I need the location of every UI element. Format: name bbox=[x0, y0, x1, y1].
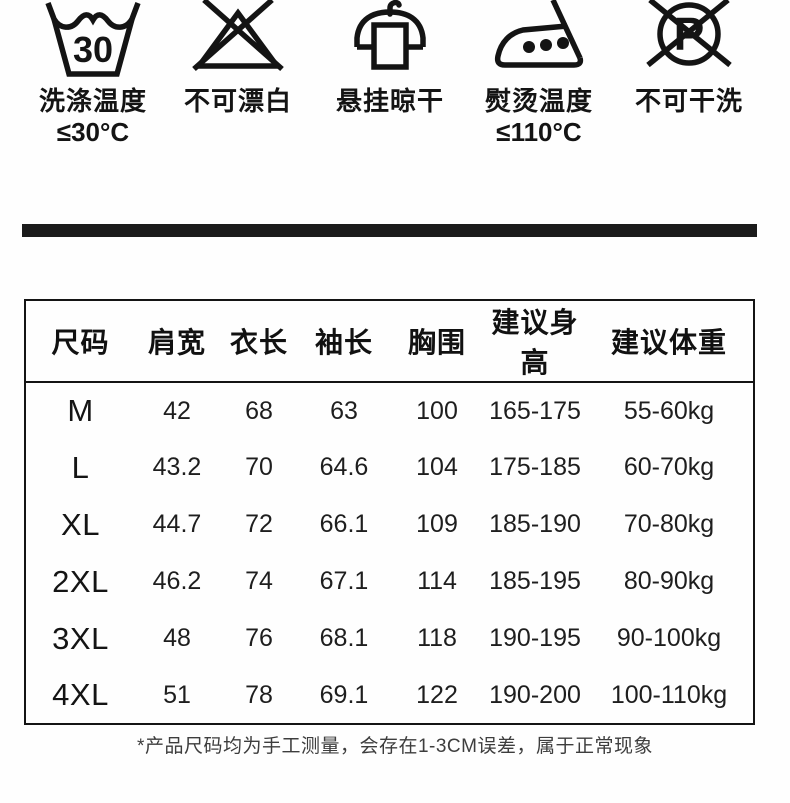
cell-size: XL bbox=[61, 506, 100, 542]
cell-weight: 90-100kg bbox=[616, 624, 722, 652]
care-sublabel-wash: ≤30°C bbox=[56, 117, 130, 147]
cell-shoulder: 46.2 bbox=[152, 567, 202, 595]
size-table: 尺码 肩宽 衣长 袖长 胸围 建议身高 建议体重 M 42 68 63 100 … bbox=[24, 299, 755, 725]
header-sleeve: 袖长 bbox=[299, 300, 389, 383]
table-row: 3XL 48 76 68.1 118 190-195 90-100kg bbox=[25, 610, 754, 667]
no-bleach-icon bbox=[158, 0, 318, 82]
cell-sleeve: 68.1 bbox=[319, 624, 369, 652]
cell-height: 185-190 bbox=[489, 510, 581, 538]
header-length: 衣长 bbox=[219, 300, 299, 383]
cell-shoulder: 42 bbox=[163, 396, 191, 425]
cell-chest: 114 bbox=[417, 567, 457, 595]
cell-size: 3XL bbox=[52, 620, 109, 656]
cell-shoulder: 51 bbox=[163, 680, 191, 709]
cell-weight: 80-90kg bbox=[623, 567, 715, 595]
cell-shoulder: 48 bbox=[163, 624, 191, 652]
cell-weight: 55-60kg bbox=[623, 396, 715, 425]
measurement-disclaimer: *产品尺码均为手工测量，会存在1-3CM误差，属于正常现象 bbox=[137, 736, 653, 757]
cell-length: 76 bbox=[245, 624, 273, 652]
wash-basin-icon: 30 bbox=[13, 0, 173, 82]
cell-height: 175-185 bbox=[489, 453, 581, 481]
care-label-no-bleach: 不可漂白 bbox=[183, 86, 292, 116]
cell-length: 70 bbox=[245, 453, 273, 481]
care-symbols-row: 30 洗涤温度 ≤30°C 不可漂白 悬挂晾干 bbox=[0, 0, 790, 160]
cell-sleeve: 64.6 bbox=[319, 453, 369, 481]
cell-chest: 100 bbox=[416, 396, 458, 425]
table-row: M 42 68 63 100 165-175 55-60kg bbox=[25, 382, 754, 439]
care-item-hang-dry: 悬挂晾干 bbox=[310, 0, 470, 116]
cell-chest: 104 bbox=[416, 453, 458, 481]
wash-temp-number: 30 bbox=[73, 29, 113, 70]
size-chart: 尺码 肩宽 衣长 袖长 胸围 建议身高 建议体重 M 42 68 63 100 … bbox=[24, 299, 755, 725]
cell-sleeve: 67.1 bbox=[319, 567, 369, 595]
header-chest: 胸围 bbox=[389, 300, 485, 383]
care-label-wash: 洗涤温度 bbox=[38, 86, 147, 116]
table-row: 2XL 46.2 74 67.1 114 185-195 80-90kg bbox=[25, 553, 754, 610]
cell-size: 2XL bbox=[52, 563, 109, 599]
cell-shoulder: 44.7 bbox=[152, 510, 202, 538]
care-label-iron: 熨烫温度 bbox=[484, 86, 593, 116]
hang-dry-icon bbox=[310, 0, 470, 82]
care-sublabel-iron: ≤110°C bbox=[496, 117, 582, 147]
cell-chest: 109 bbox=[416, 510, 458, 538]
care-item-no-dry-clean: P 不可干洗 bbox=[609, 0, 769, 116]
iron-temp-icon bbox=[459, 0, 619, 82]
size-table-header-row: 尺码 肩宽 衣长 袖长 胸围 建议身高 建议体重 bbox=[25, 300, 754, 383]
no-dry-clean-icon: P bbox=[609, 0, 769, 82]
cell-shoulder: 43.2 bbox=[152, 453, 202, 481]
care-item-wash-temperature: 30 洗涤温度 ≤30°C bbox=[13, 0, 173, 148]
cell-height: 190-195 bbox=[489, 624, 581, 652]
cell-sleeve: 63 bbox=[330, 396, 358, 425]
cell-height: 185-195 bbox=[489, 567, 581, 595]
cell-size: M bbox=[67, 393, 94, 428]
header-weight: 建议体重 bbox=[585, 300, 754, 383]
cell-height: 165-175 bbox=[489, 396, 581, 425]
header-height: 建议身高 bbox=[485, 300, 585, 383]
cell-chest: 118 bbox=[417, 624, 457, 652]
cell-height: 190-200 bbox=[489, 680, 581, 709]
cell-length: 68 bbox=[245, 396, 273, 425]
cell-sleeve: 69.1 bbox=[319, 680, 369, 709]
cell-weight: 100-110kg bbox=[610, 680, 728, 709]
header-shoulder: 肩宽 bbox=[135, 300, 219, 383]
cell-weight: 70-80kg bbox=[623, 510, 715, 538]
cell-size: 4XL bbox=[52, 677, 109, 712]
cell-length: 72 bbox=[245, 510, 273, 538]
care-label-hang-dry: 悬挂晾干 bbox=[335, 86, 444, 116]
cell-length: 74 bbox=[245, 567, 273, 595]
table-row: 4XL 51 78 69.1 122 190-200 100-110kg bbox=[25, 667, 754, 724]
cell-chest: 122 bbox=[416, 680, 458, 709]
table-row: XL 44.7 72 66.1 109 185-190 70-80kg bbox=[25, 496, 754, 553]
cell-weight: 60-70kg bbox=[623, 453, 715, 481]
cell-sleeve: 66.1 bbox=[319, 510, 369, 538]
care-item-iron-temperature: 熨烫温度 ≤110°C bbox=[459, 0, 619, 148]
care-item-no-bleach: 不可漂白 bbox=[158, 0, 318, 116]
table-row: L 43.2 70 64.6 104 175-185 60-70kg bbox=[25, 439, 754, 496]
header-size: 尺码 bbox=[25, 300, 135, 383]
care-label-no-dry-clean: 不可干洗 bbox=[634, 86, 743, 116]
section-divider-bar bbox=[22, 224, 757, 237]
cell-length: 78 bbox=[245, 680, 273, 709]
cell-size: L bbox=[71, 449, 90, 485]
